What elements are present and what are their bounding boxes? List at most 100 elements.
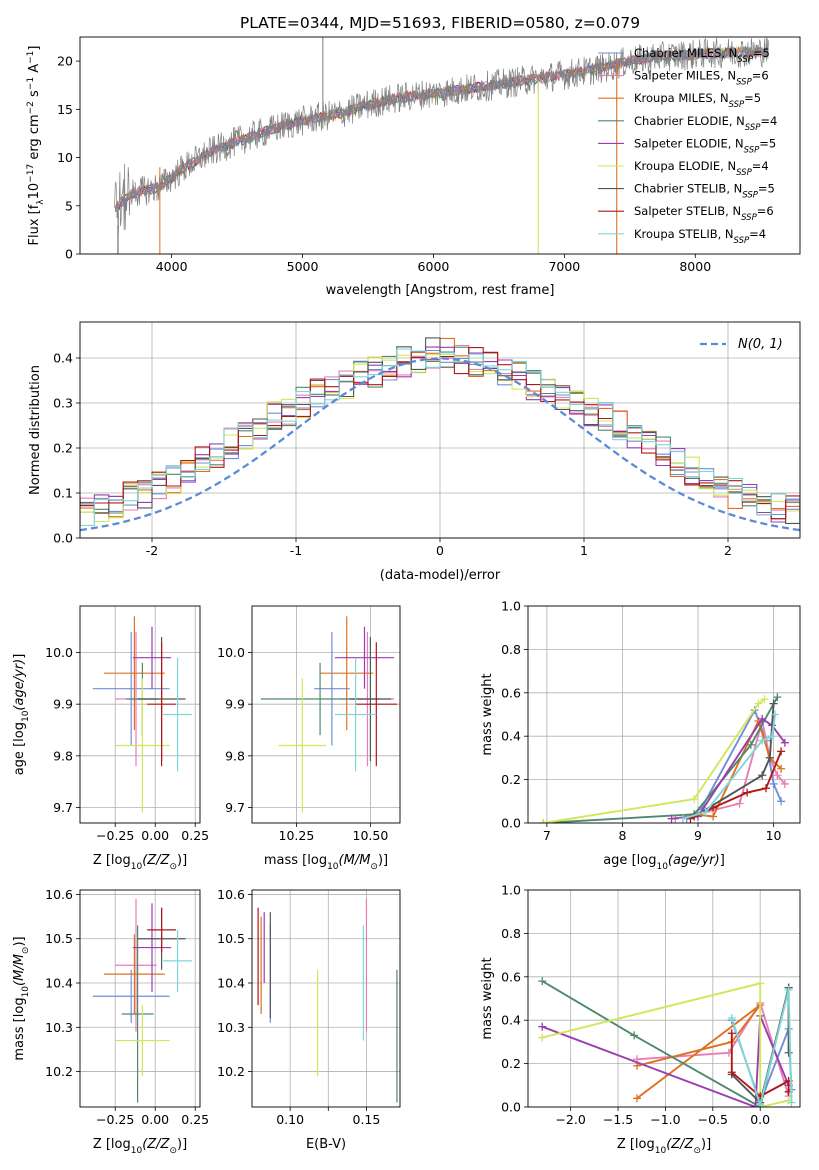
panel-7: 0.10 0.15 10.2 10.3 10.4 10.5 10.6 E(B-V) [217, 887, 401, 1152]
y-tick-label: 9.8 [53, 748, 73, 763]
errorbar-salpeter-stelib [147, 642, 176, 767]
y-tick-label: 0.8 [501, 926, 521, 941]
axes-frame [527, 889, 801, 1108]
y-tick-label: 9.8 [225, 748, 245, 763]
plot-area [538, 977, 796, 1107]
y-tick-label: 10.3 [217, 1020, 245, 1035]
legend-label-kroupa-miles: Kroupa MILES, NSSP=5 [634, 91, 761, 110]
y-axis-label: age [log10(age/yr)] [12, 654, 31, 776]
errorbar-kroupa-stelib [163, 929, 192, 992]
y-tick-label: 0.2 [501, 772, 521, 787]
x-tick-label: -1 [290, 543, 302, 558]
axes: −0.25 0.00 0.25 9.7 9.8 9.9 10.0 Z [log10(Z/Z⊙)… [12, 605, 209, 872]
y-tick-label: 0.0 [53, 531, 73, 546]
legend-label-chabrier-elodie: Chabrier ELODIE, NSSP=4 [634, 114, 777, 133]
errorbar-kroupa-stelib [163, 657, 192, 772]
y-tick-label: 10.3 [45, 1020, 73, 1035]
errorbar-kroupa-elodie [115, 1005, 170, 1076]
panel-6: −0.25 0.00 0.25 10.2 10.3 10.4 10.5 10.6 Z [log1… [12, 887, 209, 1156]
weight-marker-chabrier-elodie [773, 693, 782, 702]
y-tick-label: 9.7 [225, 800, 245, 815]
errorbar-salpeter-stelib [147, 907, 176, 952]
weight-marker-kroupa-stelib [701, 808, 710, 817]
x-tick-label: −0.25 [96, 1112, 134, 1127]
legend: Chabrier MILES, NSSP=5 Salpeter MILES, NS… [598, 46, 777, 246]
x-tick-label: 0 [436, 543, 444, 558]
x-tick-label: 10 [766, 828, 782, 843]
x-tick-label: −0.5 [698, 1112, 728, 1127]
errorbar-kroupa-elodie [278, 678, 326, 813]
panel-2: -2 -1 0 1 2 0.0 0.1 0.2 0.3 0.4 (data-model)/error… [28, 321, 801, 583]
weight-line-kroupa-miles [636, 1004, 762, 1100]
x-tick-label: 0.25 [181, 828, 209, 843]
x-axis-label: Z [log10(Z/Z⊙)] [93, 853, 187, 872]
weight-marker-kroupa-stelib [768, 732, 777, 741]
y-tick-label: 10.0 [217, 645, 245, 660]
x-tick-label: 10.50 [353, 828, 389, 843]
y-axis-label: mass weight [480, 957, 495, 1039]
weight-marker-kroupa-stelib [784, 985, 793, 994]
weight-marker-kroupa-elodie [690, 795, 699, 804]
axes-frame [251, 605, 401, 824]
plot-area [92, 616, 192, 813]
y-tick-label: 10.4 [217, 976, 245, 991]
plot-area [92, 898, 192, 1103]
weight-marker-kroupa-elodie [538, 1033, 547, 1042]
x-tick-label: 9 [694, 828, 702, 843]
legend-label-salpeter-elodie: Salpeter ELODIE, NSSP=5 [634, 136, 776, 155]
x-tick-label: 7 [543, 828, 551, 843]
axes-frame [79, 889, 201, 1108]
x-tick-label: 8000 [679, 259, 711, 274]
y-tick-label: 0.4 [501, 1013, 521, 1028]
y-tick-label: 9.7 [53, 800, 73, 815]
x-tick-label: −1.5 [603, 1112, 633, 1127]
weight-marker-kroupa-stelib [771, 710, 780, 719]
y-axis-label: Flux [fλ10−17 erg cm−2 s−1 A−1] [26, 46, 46, 246]
x-tick-label: 8 [618, 828, 626, 843]
weight-marker-salpeter-elodie [538, 1022, 547, 1031]
y-tick-label: 9.9 [225, 697, 245, 712]
x-tick-label: 0.0 [750, 1112, 770, 1127]
weight-marker-chabrier-miles [769, 779, 778, 788]
errorbar-chabrier-stelib [349, 637, 392, 761]
weight-marker-kroupa-elodie [539, 819, 548, 823]
weight-marker-salpeter-elodie [667, 814, 676, 823]
weight-marker-kroupa-stelib [758, 736, 767, 745]
panel-8: −2.0 −1.5 −1.0 −0.5 0.0 0.0 0.2 0.4 0.6 0.8 1.0 Z [… [480, 883, 801, 1156]
weight-marker-kroupa-miles [709, 812, 718, 821]
weight-line-kroupa-elodie [542, 698, 766, 823]
weight-marker-chabrier-elodie [630, 1031, 639, 1040]
panel-5: 7 8 9 10 0.0 0.2 0.4 0.6 0.8 1.0 age [log10(age/yr… [480, 599, 801, 872]
x-axis-label: wavelength [Angstrom, rest frame] [326, 283, 555, 298]
plot-area [260, 616, 398, 813]
weight-marker-kroupa-stelib [727, 1014, 736, 1023]
errorbar-chabrier-miles [92, 631, 170, 746]
axes: −2.0 −1.5 −1.0 −0.5 0.0 0.0 0.2 0.4 0.6 0.8 1.0 Z [… [480, 883, 801, 1156]
weight-marker-chabrier-stelib [765, 753, 774, 762]
weight-marker-salpeter-stelib [727, 1029, 736, 1038]
weight-marker-salpeter-elodie [758, 714, 767, 723]
y-tick-label: 0.6 [501, 685, 521, 700]
weight-marker-kroupa-elodie [760, 695, 769, 704]
y-tick-label: 0.6 [501, 969, 521, 984]
y-tick-label: 9.9 [53, 697, 73, 712]
y-tick-label: 10.2 [217, 1064, 245, 1079]
y-tick-label: 0.0 [501, 1100, 521, 1115]
x-axis-label: mass [log10(M/M⊙)] [264, 853, 388, 872]
weight-marker-kroupa-stelib [678, 814, 687, 823]
x-tick-label: −0.25 [96, 828, 134, 843]
grid [80, 606, 200, 823]
y-tick-label: 0.3 [53, 396, 73, 411]
weight-marker-salpeter-miles [780, 779, 789, 788]
y-tick-label: 10.5 [217, 931, 245, 946]
axes: 4000 5000 6000 7000 8000 0 5 10 15 20 wavelength [… [26, 36, 801, 298]
y-tick-label: 1.0 [501, 599, 521, 614]
axes-frame [527, 605, 801, 824]
errorbar-chabrier-elodie [121, 925, 154, 1103]
residual-histogram-kroupa-stelib [80, 348, 800, 527]
weight-marker-kroupa-miles [777, 764, 786, 773]
x-axis-label: Z [log10(Z/Z⊙)] [93, 1137, 187, 1156]
panel-1: 4000 5000 6000 7000 8000 0 5 10 15 20 wavelength [… [26, 36, 801, 298]
weight-marker-kroupa-stelib [787, 1098, 796, 1107]
plot-area [539, 693, 789, 823]
